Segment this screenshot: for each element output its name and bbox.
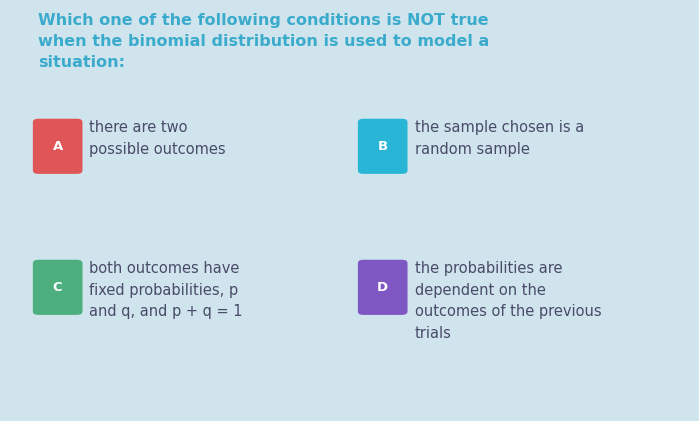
Text: D: D [377, 281, 388, 294]
FancyBboxPatch shape [358, 119, 408, 174]
Text: the probabilities are
dependent on the
outcomes of the previous
trials: the probabilities are dependent on the o… [415, 261, 601, 341]
Text: B: B [377, 140, 388, 153]
Text: there are two
possible outcomes: there are two possible outcomes [89, 120, 226, 157]
FancyBboxPatch shape [33, 260, 82, 315]
FancyBboxPatch shape [33, 119, 82, 174]
Text: C: C [53, 281, 62, 294]
Text: both outcomes have
fixed probabilities, p
and q, and p + q = 1: both outcomes have fixed probabilities, … [89, 261, 243, 319]
Text: the sample chosen is a
random sample: the sample chosen is a random sample [415, 120, 584, 157]
Text: Which one of the following conditions is NOT true
when the binomial distribution: Which one of the following conditions is… [38, 13, 490, 69]
FancyBboxPatch shape [358, 260, 408, 315]
Text: A: A [52, 140, 63, 153]
